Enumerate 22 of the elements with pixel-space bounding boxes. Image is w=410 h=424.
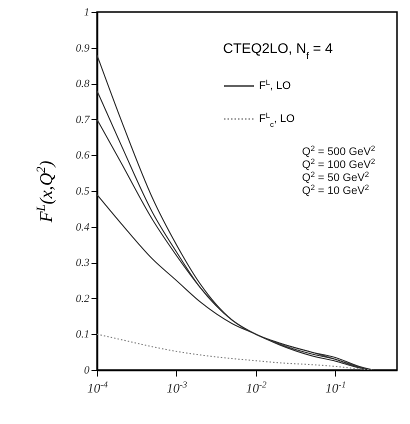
y-tick-label: 0.4	[76, 221, 90, 234]
x-tick-label: 10$^{-3}$	[166, 380, 188, 396]
y-tick-label: 0.6	[76, 150, 90, 162]
y-tick-label: 1	[84, 6, 90, 18]
legend-title: CTEQ2LO, N$_{f}$ = 4	[223, 40, 333, 62]
annotation: Q$^{2}$ = 10 GeV$^{2}$	[302, 182, 369, 197]
legend-label: F$^{L}$, LO	[259, 78, 292, 92]
y-tick-label: 0.3	[76, 257, 90, 270]
annotation: Q$^{2}$ = 100 GeV$^{2}$	[302, 156, 376, 171]
y-tick-label: 0.2	[76, 292, 90, 305]
x-tick-label: 10$^{-4}$	[87, 380, 108, 396]
y-tick-label: 0.8	[76, 78, 90, 90]
y-tick-label: 0.7	[76, 114, 90, 126]
legend-label: F$^{L}$$_{c}$, LO	[259, 110, 296, 128]
x-tick-label: 10$^{-2}$	[246, 380, 268, 396]
y-tick-label: 0.5	[76, 186, 90, 198]
y-tick-label: 0.9	[76, 42, 90, 54]
x-tick-label: 10$^{-1}$	[325, 380, 346, 396]
annotation: Q$^{2}$ = 500 GeV$^{2}$	[302, 144, 376, 158]
y-tick-label: 0.1	[76, 328, 90, 341]
y-tick-label: 0	[84, 364, 90, 376]
annotation: Q$^{2}$ = 50 GeV$^{2}$	[302, 170, 369, 184]
